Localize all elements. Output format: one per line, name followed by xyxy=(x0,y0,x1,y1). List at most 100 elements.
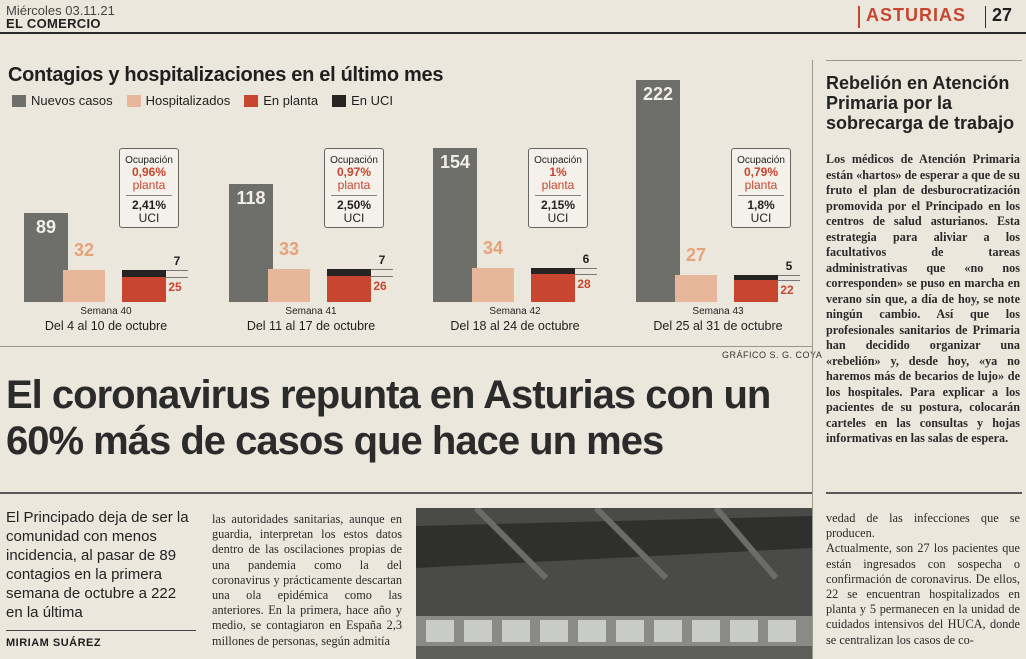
headline: El coronavirus repunta en Asturias con u… xyxy=(6,373,771,463)
baseline xyxy=(778,275,800,276)
issue-date: Miércoles 03.11.21 xyxy=(6,3,115,18)
legend-label: En UCI xyxy=(351,93,394,108)
bar-hospitalizados xyxy=(268,269,310,302)
baseline xyxy=(371,269,393,270)
legend-swatch xyxy=(126,94,141,107)
section-name: ASTURIAS xyxy=(866,5,967,25)
value-hospitalizados: 33 xyxy=(278,239,300,259)
newspaper-name: EL COMERCIO xyxy=(6,16,101,31)
page-number: 27 xyxy=(992,5,1013,25)
occupation-label: Ocupación xyxy=(534,155,582,166)
bar-en-planta xyxy=(122,277,166,302)
bar-en-uci xyxy=(734,275,778,280)
occupation-uci-label: UCI xyxy=(547,211,569,225)
baseline xyxy=(166,270,188,271)
legend-label: Nuevos casos xyxy=(31,93,113,108)
photo-building-illustration xyxy=(416,508,812,659)
week-label: Semana 40 xyxy=(80,306,132,317)
bar-en-uci xyxy=(122,270,166,277)
occupation-uci-label: UCI xyxy=(343,211,365,225)
chart-credit: GRÁFICO S. G. COYA xyxy=(722,350,823,360)
chart-area: 89 32 25 7 Ocupación 0,96% planta 2,41% UCI Seman… xyxy=(0,0,812,345)
legend-item: Nuevos casos xyxy=(12,93,113,108)
occupation-planta-value: 0,79% xyxy=(743,165,779,179)
bar-hospitalizados xyxy=(63,270,105,302)
occupation-box: Ocupación 1% planta 2,15% UCI xyxy=(528,148,588,228)
sidebar-top-rule xyxy=(826,60,1022,61)
occupation-planta-label: planta xyxy=(744,178,778,192)
week-range: Del 18 al 24 de octubre xyxy=(450,319,580,333)
chart-legend: Nuevos casos Hospitalizados En planta En… xyxy=(12,93,393,108)
bar-en-planta xyxy=(327,276,371,302)
occupation-uci-value: 2,41% xyxy=(131,198,167,212)
baseline xyxy=(575,274,597,275)
value-en-planta: 25 xyxy=(168,280,182,294)
bar-en-uci xyxy=(327,269,371,276)
headline-rule xyxy=(0,492,812,494)
occupation-box: Ocupación 0,79% planta 1,8% UCI xyxy=(731,148,791,228)
chart-title: Contagios y hospitalizaciones en el últi… xyxy=(8,64,444,86)
week-label: Semana 41 xyxy=(285,306,337,317)
legend-item: En planta xyxy=(244,93,318,108)
value-en-planta: 28 xyxy=(577,277,591,291)
occupation-label: Ocupación xyxy=(125,155,173,166)
value-en-planta: 26 xyxy=(373,279,387,293)
occupation-planta-value: 0,96% xyxy=(131,165,167,179)
occupation-planta-value: 1% xyxy=(549,165,567,179)
bar-en-uci xyxy=(531,268,575,274)
value-en-uci: 6 xyxy=(582,252,590,266)
week-label: Semana 42 xyxy=(489,306,541,317)
occupation-divider xyxy=(331,195,377,196)
legend-swatch xyxy=(12,94,26,107)
value-nuevos-casos: 222 xyxy=(642,84,674,104)
value-hospitalizados: 27 xyxy=(685,245,707,265)
body-column: las autoridades sanitarias, aunque en gu… xyxy=(212,512,402,648)
bar-hospitalizados xyxy=(472,268,514,302)
week-range: Del 11 al 17 de octubre xyxy=(246,319,376,333)
value-hospitalizados: 34 xyxy=(482,238,504,258)
occupation-uci-value: 2,15% xyxy=(540,198,576,212)
occupation-label: Ocupación xyxy=(330,155,378,166)
occupation-uci-label: UCI xyxy=(750,211,772,225)
legend-item: Hospitalizados xyxy=(126,93,231,108)
occupation-planta-label: planta xyxy=(132,178,166,192)
value-en-uci: 5 xyxy=(785,259,793,273)
legend-label: Hospitalizados xyxy=(145,93,231,108)
occupation-label: Ocupación xyxy=(737,155,785,166)
legend-label: En planta xyxy=(263,93,319,108)
value-en-planta: 22 xyxy=(780,283,794,297)
bar-en-planta xyxy=(531,274,575,302)
occupation-planta-label: planta xyxy=(541,178,575,192)
legend-item: En UCI xyxy=(332,93,393,108)
sidebar-bottom-rule xyxy=(826,492,1022,494)
occupation-uci-value: 2,50% xyxy=(336,198,372,212)
chart-bottom-rule xyxy=(0,346,812,347)
occupation-divider xyxy=(738,195,784,196)
bar-nuevos-casos xyxy=(433,148,477,302)
occupation-planta-value: 0,97% xyxy=(336,165,372,179)
column-separator xyxy=(812,60,813,659)
bar-nuevos-casos xyxy=(636,80,680,302)
occupation-box: Ocupación 0,97% planta 2,50% UCI xyxy=(324,148,384,228)
value-hospitalizados: 32 xyxy=(73,240,95,260)
byline-rule xyxy=(6,630,196,631)
value-en-uci: 7 xyxy=(173,254,181,268)
byline: MIRIAM SUÁREZ xyxy=(6,637,102,649)
value-en-uci: 7 xyxy=(378,253,386,267)
legend-swatch xyxy=(244,94,259,107)
occupation-uci-value: 1,8% xyxy=(747,198,775,212)
sidebar-title: Rebelión en Atención Primaria por la sob… xyxy=(826,73,1015,133)
occupation-uci-label: UCI xyxy=(138,211,160,225)
week-range: Del 25 al 31 de octubre xyxy=(653,319,783,333)
bar-nuevos-casos xyxy=(24,213,68,302)
lead-paragraph: El Principado deja de ser la comunidad c… xyxy=(6,509,189,621)
value-nuevos-casos: 118 xyxy=(236,188,266,208)
occupation-box: Ocupación 0,96% planta 2,41% UCI xyxy=(119,148,179,228)
occupation-planta-label: planta xyxy=(337,178,371,192)
sidebar-text: Los médicos de Atención Primaria están «… xyxy=(826,152,1020,445)
baseline xyxy=(778,280,800,281)
page-divider xyxy=(985,6,986,28)
week-label: Semana 43 xyxy=(692,306,744,317)
baseline xyxy=(575,268,597,269)
header-rule xyxy=(0,32,1026,34)
